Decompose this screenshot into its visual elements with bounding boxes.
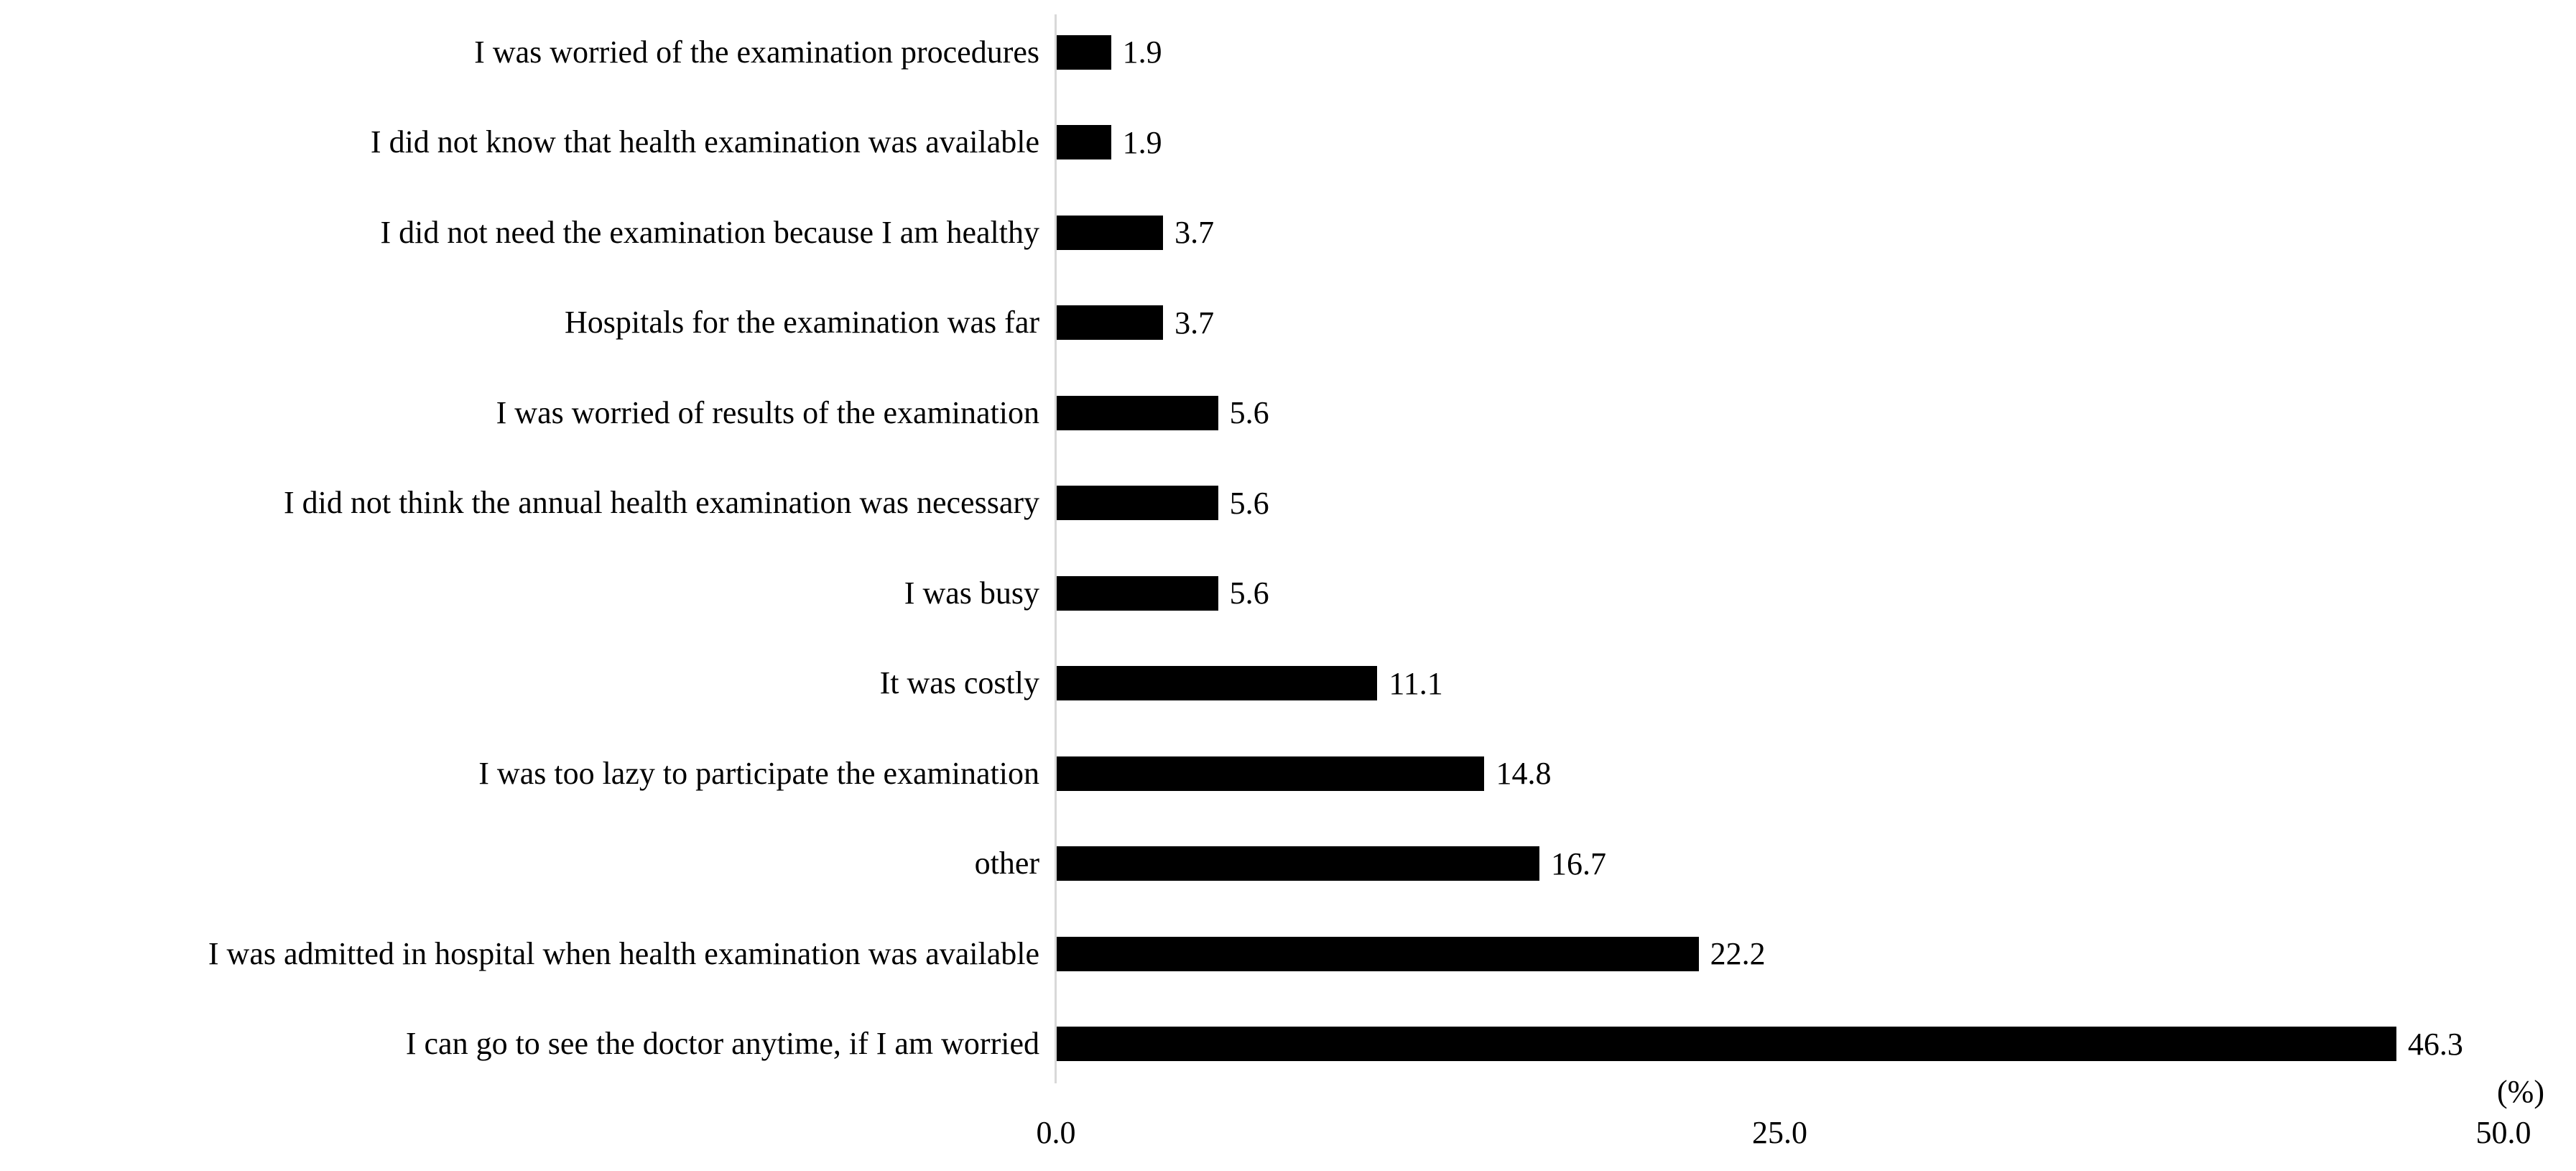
category-label: I was admitted in hospital when health e… — [208, 935, 1039, 971]
bar-row: other 16.7 — [0, 819, 2576, 910]
value-label: 5.6 — [1229, 395, 1269, 431]
bar-row: I did not need the examination because I… — [0, 188, 2576, 278]
bar — [1056, 936, 1699, 971]
bar-row: I was worried of the examination procedu… — [0, 7, 2576, 98]
x-tick-50: 50.0 — [2475, 1115, 2531, 1150]
bar-row: I was too lazy to participate the examin… — [0, 728, 2576, 819]
bar — [1056, 666, 1378, 701]
bar-row: Hospitals for the examination was far 3.7 — [0, 278, 2576, 369]
bar — [1056, 486, 1218, 521]
value-label: 11.1 — [1389, 665, 1443, 701]
bar — [1056, 846, 1539, 881]
x-tick-25: 25.0 — [1752, 1115, 1807, 1150]
value-label: 1.9 — [1122, 34, 1162, 70]
bar — [1056, 34, 1111, 70]
bar — [1056, 215, 1164, 250]
category-label: I did not think the annual health examin… — [283, 485, 1039, 521]
bar — [1056, 305, 1164, 341]
bar — [1056, 395, 1218, 430]
bar-row: It was costly 11.1 — [0, 639, 2576, 729]
bar — [1056, 756, 1485, 791]
bar-row: I was busy 5.6 — [0, 548, 2576, 639]
bar-row: I was worried of results of the examinat… — [0, 368, 2576, 458]
bar — [1056, 1027, 2396, 1062]
category-label: I did not know that health examination w… — [370, 124, 1039, 160]
category-label: I can go to see the doctor anytime, if I… — [405, 1026, 1039, 1062]
bar-row: I was admitted in hospital when health e… — [0, 909, 2576, 999]
value-label: 3.7 — [1175, 215, 1215, 251]
bar-rows: I was worried of the examination procedu… — [0, 7, 2576, 1089]
category-label: It was costly — [879, 665, 1039, 701]
category-label: I did not need the examination because I… — [380, 214, 1039, 250]
value-label: 5.6 — [1229, 485, 1269, 521]
value-label: 46.3 — [2407, 1026, 2463, 1062]
value-label: 16.7 — [1551, 846, 1606, 881]
value-label: 3.7 — [1175, 305, 1215, 341]
bar-row: I did not think the annual health examin… — [0, 458, 2576, 549]
x-tick-0: 0.0 — [1036, 1115, 1076, 1150]
bar — [1056, 575, 1218, 611]
category-label: I was busy — [904, 575, 1039, 611]
value-label: 14.8 — [1496, 756, 1552, 792]
bar-row: I can go to see the doctor anytime, if I… — [0, 999, 2576, 1090]
value-label: 1.9 — [1122, 124, 1162, 160]
value-label: 5.6 — [1229, 575, 1269, 611]
category-label: I was worried of the examination procedu… — [474, 34, 1039, 70]
category-label: I was too lazy to participate the examin… — [478, 755, 1039, 791]
x-axis-unit-label: (%) — [2497, 1074, 2544, 1109]
value-label: 22.2 — [1710, 936, 1766, 972]
category-label: Hospitals for the examination was far — [564, 305, 1039, 341]
category-axis-line — [1055, 14, 1057, 1083]
category-label: other — [974, 846, 1039, 881]
category-label: I was worried of results of the examinat… — [496, 394, 1039, 430]
bar — [1056, 125, 1111, 160]
bar-row: I did not know that health examination w… — [0, 98, 2576, 188]
